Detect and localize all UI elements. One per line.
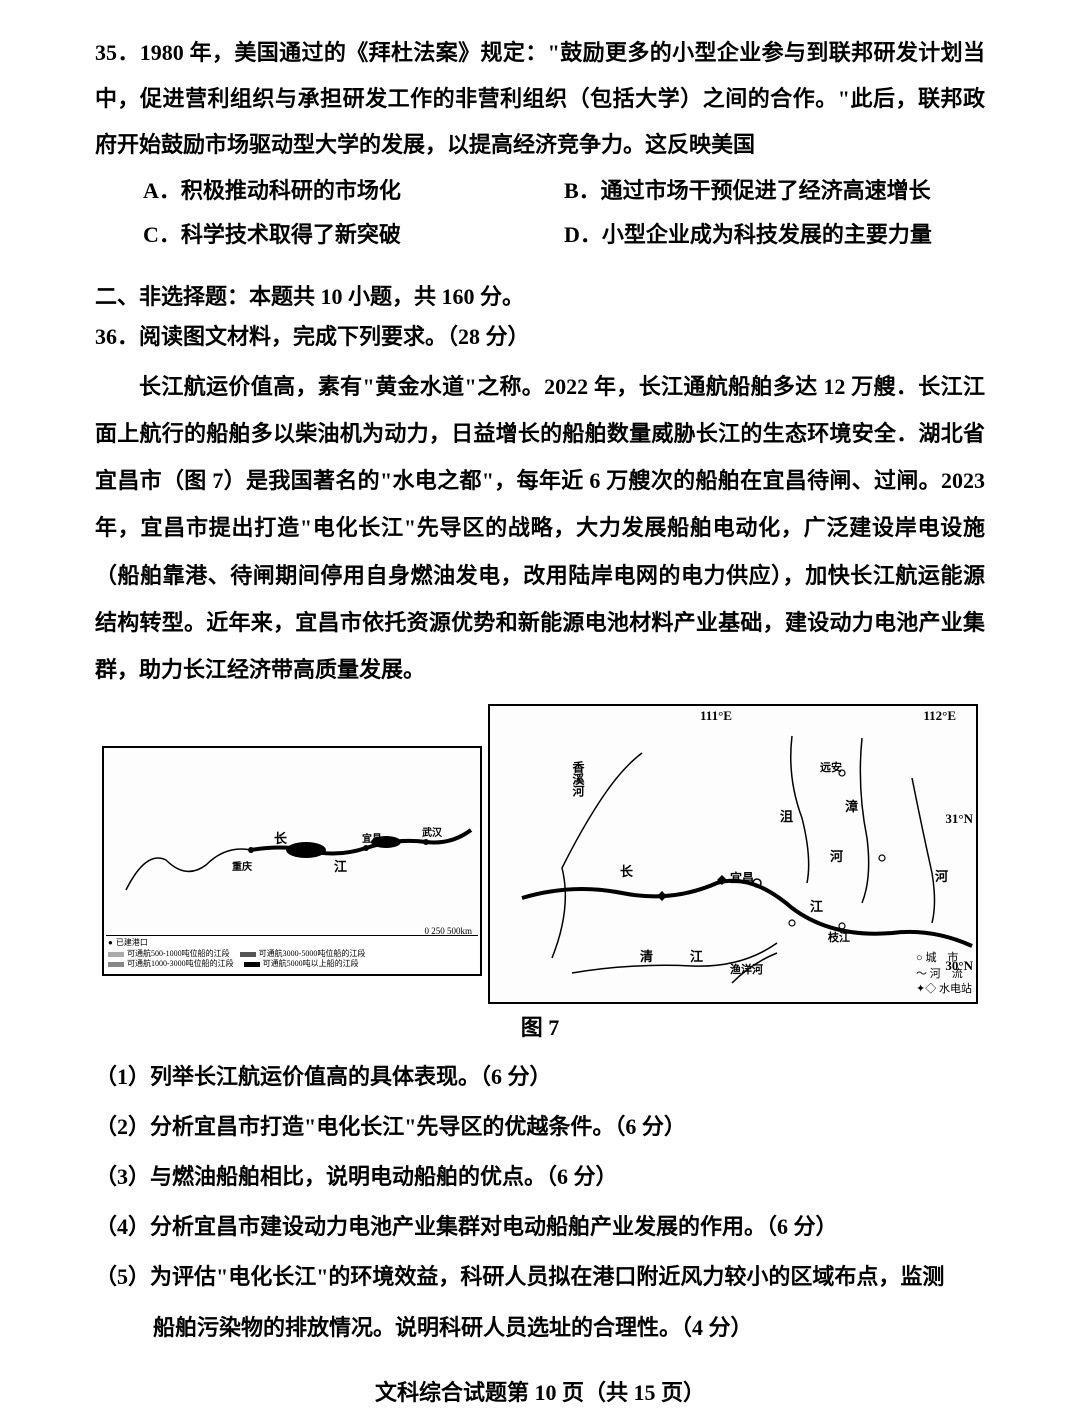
label-qing: 清 [640, 946, 653, 965]
q36-sub1: （1）列举长江航运价值高的具体表现。（6 分） [95, 1054, 985, 1100]
q35-stem-text: 1980 年，美国通过的《拜杜法案》规定："鼓励更多的小型企业参与到联邦研发计划… [95, 40, 985, 157]
legend-left: ● 已建港口 可通航500-1000吨位船的江段 可通航3000-5000吨位船… [106, 935, 478, 971]
label-yichang-small: 宜昌 [362, 830, 382, 845]
legend-right: ○ 城 市 ～ 河 流 ✦◇ 水电站 [916, 951, 972, 997]
city-dot-3 [423, 839, 429, 845]
reservoir-1 [286, 842, 326, 858]
figure-caption: 图 7 [521, 1010, 560, 1042]
leg-river: ～ 河 流 [916, 967, 972, 982]
q36-sub5-cont: 船舶污染物的排放情况。说明科研人员选址的合理性。（4 分） [95, 1305, 985, 1351]
ju-river [791, 736, 809, 883]
city-dot-1 [248, 847, 254, 853]
label-chang-r: 长 [620, 861, 633, 880]
label-he2: 河 [935, 866, 948, 885]
q36-sub4: （4）分析宜昌市建设动力电池产业集群对电动船舶产业发展的作用。（6 分） [95, 1204, 985, 1250]
q36-head: 36．阅读图文材料，完成下列要求。（28 分） [95, 319, 985, 351]
q36-sub3: （3）与燃油船舶相比，说明电动船舶的优点。（6 分） [95, 1154, 985, 1200]
figure-7: 长 江 重庆 宜昌 武汉 0 250 500km ● 已建港口 可通航500-1… [95, 704, 985, 1042]
label-jiang: 江 [334, 856, 347, 875]
q35-option-c[interactable]: C．科学技术取得了新突破 [143, 213, 564, 257]
scale-bar-left: 0 250 500km [424, 926, 472, 936]
q36-passage: 长江航运价值高，素有"黄金水道"之称。2022 年，长江通航船舶多达 12 万艘… [95, 363, 985, 694]
label-chongqing: 重庆 [232, 858, 252, 873]
leg-city: ○ 城 市 [916, 951, 972, 966]
map-right-yichang-detail: 111°E 112°E 31°N 30°N 香溪河 长 江 沮 漳 河 清 江 … [488, 704, 978, 1004]
label-yuyang: 渔洋河 [730, 961, 763, 977]
q35-stem: 35．1980 年，美国通过的《拜杜法案》规定："鼓励更多的小型企业参与到联邦研… [95, 30, 985, 169]
zhang-river [860, 738, 868, 903]
q36-sub2: （2）分析宜昌市打造"电化长江"先导区的优越条件。（6 分） [95, 1104, 985, 1150]
label-ju: 沮 [780, 806, 793, 825]
he-river [912, 778, 935, 923]
q35-option-b[interactable]: B．通过市场干预促进了经济高速增长 [564, 169, 985, 213]
label-zhang: 漳 [845, 796, 858, 815]
label-wuhan: 武汉 [422, 824, 442, 839]
lon-112: 112°E [923, 708, 956, 724]
q35-number: 35． [95, 40, 140, 65]
q36-sub5: （5）为评估"电化长江"的环境效益，科研人员拟在港口附近风力较小的区域布点，监测 [95, 1254, 985, 1300]
page-footer: 文科综合试题第 10 页（共 15 页） [0, 1375, 1080, 1407]
city-yichang: 宜昌 [730, 869, 754, 886]
section-2-title: 二、非选择题：本题共 10 小题，共 160 分。 [95, 279, 985, 311]
map-right-svg [492, 708, 978, 1004]
label-chang: 长 [274, 828, 287, 847]
question-35: 35．1980 年，美国通过的《拜杜法案》规定："鼓励更多的小型企业参与到联邦研… [95, 30, 985, 257]
leg-port: ● 已建港口 [108, 938, 148, 948]
city-zhijiang: 枝江 [828, 929, 850, 945]
lat-31: 31°N [945, 811, 973, 827]
city-dangyang-dot [879, 855, 885, 861]
map-left-svg [106, 750, 482, 940]
label-xiangxi: 香溪河 [570, 761, 587, 797]
q35-option-d[interactable]: D．小型企业成为科技发展的主要力量 [564, 213, 985, 257]
city-yuanan: 远安 [820, 759, 842, 775]
city-yidu-dot [789, 920, 795, 926]
dam-icon-2 [657, 891, 667, 901]
q35-options: A．积极推动科研的市场化 B．通过市场干预促进了经济高速增长 C．科学技术取得了… [95, 169, 985, 257]
leg-station: ✦◇ 水电站 [916, 982, 972, 997]
label-jiang2: 江 [690, 946, 703, 965]
city-dot-2 [363, 845, 369, 851]
xiangxi-river [552, 753, 642, 958]
label-jiang-r: 江 [810, 896, 823, 915]
label-he: 河 [830, 846, 843, 865]
scale-text: 0 250 500km [424, 926, 472, 936]
maps-container: 长 江 重庆 宜昌 武汉 0 250 500km ● 已建港口 可通航500-1… [95, 704, 985, 1004]
lon-111: 111°E [700, 708, 732, 724]
yangtze-main [522, 880, 972, 945]
map-left-yangtze-overview: 长 江 重庆 宜昌 武汉 0 250 500km ● 已建港口 可通航500-1… [102, 746, 482, 976]
q35-option-a[interactable]: A．积极推动科研的市场化 [143, 169, 564, 213]
